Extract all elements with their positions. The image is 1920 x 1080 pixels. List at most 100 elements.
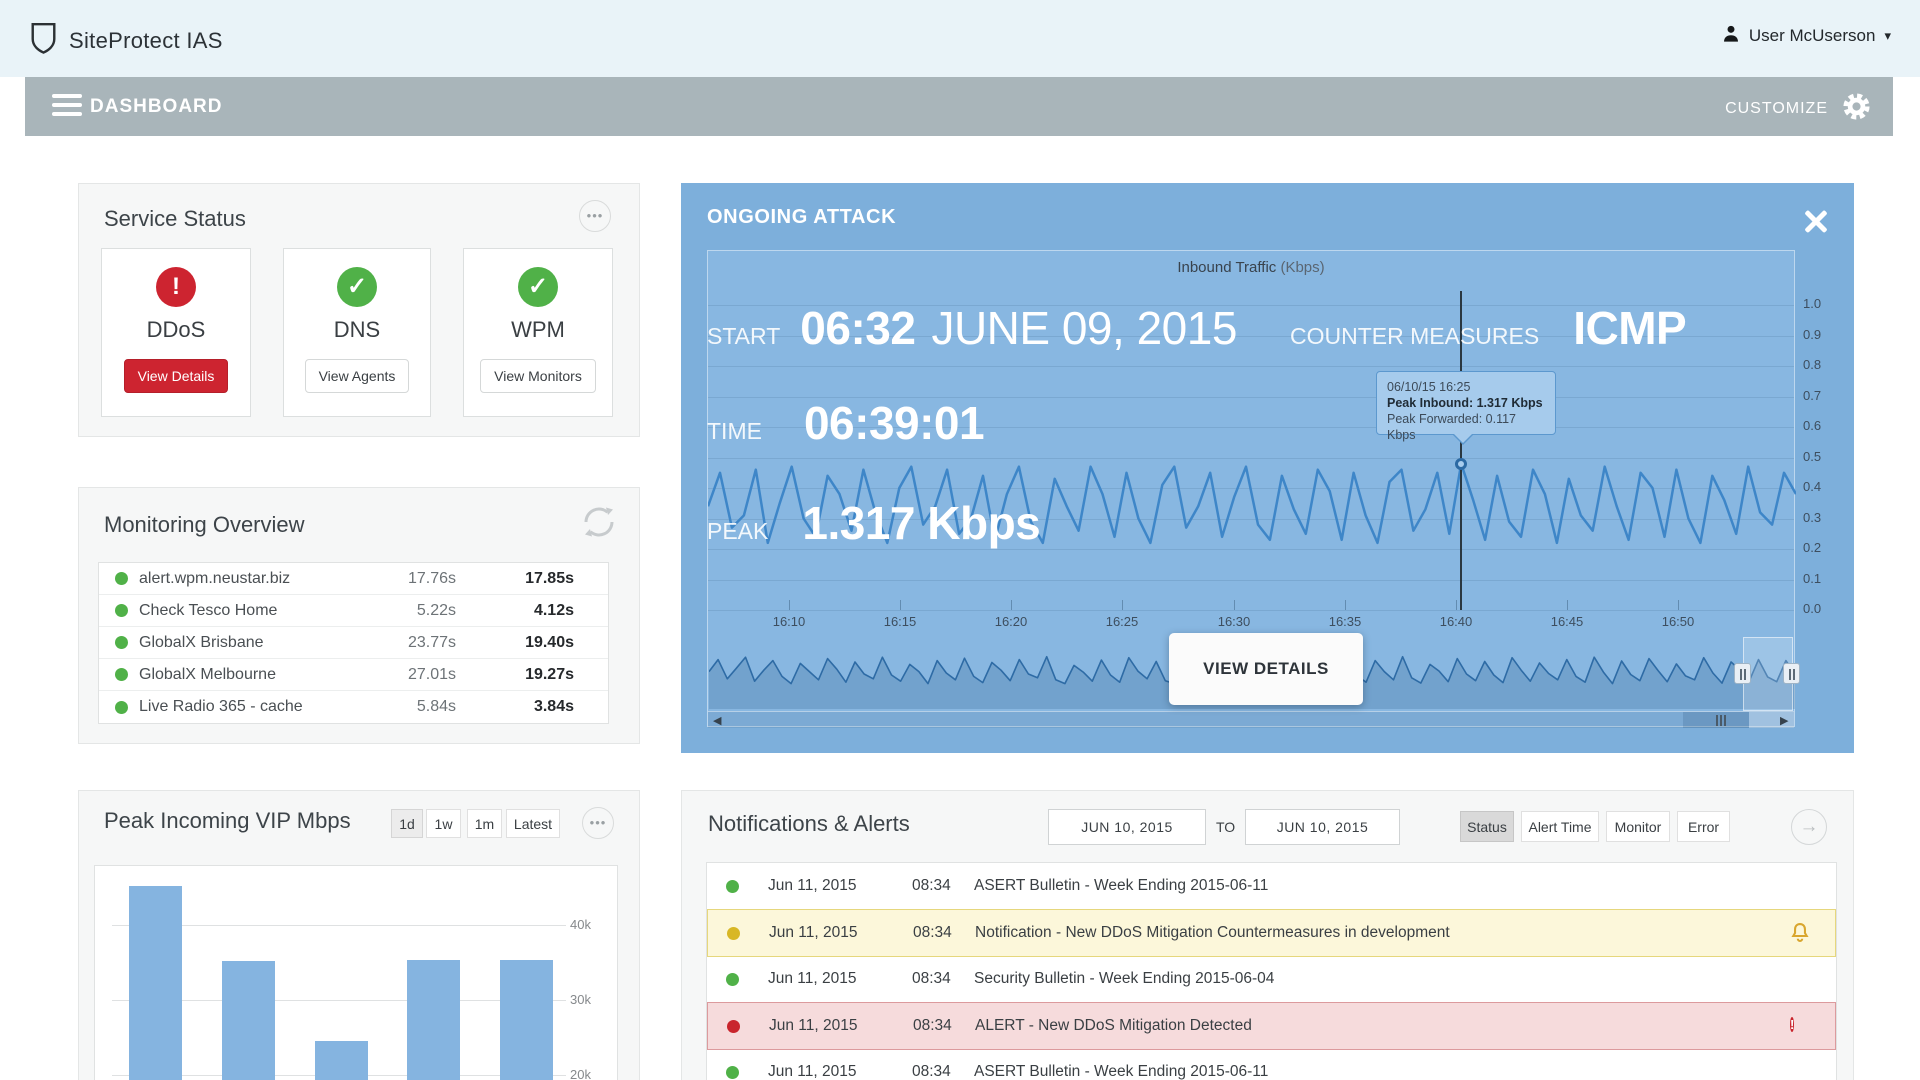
gridline — [708, 519, 1794, 520]
x-axis-label: 16:10 — [772, 614, 806, 629]
scrollbar-grip[interactable] — [1715, 715, 1729, 726]
notification-message: Notification - New DDoS Mitigation Count… — [975, 924, 1450, 941]
range-1w-button[interactable]: 1w — [426, 809, 461, 838]
monitor-name: GlobalX Brisbane — [139, 633, 264, 651]
view-details-button[interactable]: View Details — [123, 359, 229, 393]
table-row[interactable]: alert.wpm.neustar.biz 17.76s 17.85s — [99, 563, 608, 595]
y-axis-label: 40k — [570, 917, 591, 932]
panel-title: Peak Incoming VIP Mbps — [104, 808, 351, 833]
monitor-value-1: 5.22s — [416, 601, 456, 619]
filter-status-button[interactable]: Status — [1460, 811, 1514, 842]
customize-button[interactable]: CUSTOMIZE — [1725, 91, 1872, 127]
x-axis-label: 16:20 — [994, 614, 1028, 629]
y-axis-label: 30k — [570, 992, 591, 1007]
gridline — [708, 610, 1794, 611]
notification-row[interactable]: Jun 11, 2015 08:34 ASERT Bulletin - Week… — [707, 863, 1836, 910]
monitor-value-1: 23.77s — [407, 633, 456, 651]
vip-bar-chart: 40k 30k 20k — [94, 865, 618, 1080]
x-axis-label: 16:25 — [1105, 614, 1139, 629]
gridline — [708, 336, 1794, 337]
chart-scrollbar[interactable]: ◀ ▶ — [708, 711, 1794, 728]
gear-icon — [1841, 91, 1872, 127]
table-row[interactable]: Live Radio 365 - cache 5.84s 3.84s — [99, 691, 608, 723]
menu-icon[interactable] — [52, 94, 82, 119]
notification-row[interactable]: Jun 11, 2015 08:34 Notification - New DD… — [707, 909, 1836, 957]
service-status-panel: Service Status ••• ! DDoS View Details ✓… — [78, 183, 640, 437]
start-label: START — [707, 323, 781, 349]
panel-options-button[interactable]: ••• — [582, 807, 614, 839]
view-agents-button[interactable]: View Agents — [304, 359, 410, 393]
filter-alert-time-button[interactable]: Alert Time — [1521, 811, 1599, 842]
view-details-button[interactable]: VIEW DETAILS — [1169, 633, 1363, 705]
ok-dot-icon — [115, 668, 128, 681]
monitor-name: Check Tesco Home — [139, 601, 278, 619]
scrollbar-selection[interactable] — [1749, 712, 1794, 728]
notifications-list: Jun 11, 2015 08:34 ASERT Bulletin - Week… — [706, 862, 1837, 1080]
table-row[interactable]: Check Tesco Home 5.22s 4.12s — [99, 595, 608, 627]
tick-mark — [1122, 600, 1123, 610]
monitor-value-2: 4.12s — [533, 601, 574, 619]
navigator-handle-left[interactable] — [1734, 663, 1751, 684]
scroll-right-icon[interactable]: ▶ — [1780, 715, 1789, 727]
notification-time: 08:34 — [913, 1017, 952, 1034]
range-latest-button[interactable]: Latest — [506, 809, 560, 838]
panel-title: Notifications & Alerts — [708, 811, 910, 836]
service-name: DNS — [333, 317, 381, 342]
notification-date: Jun 11, 2015 — [768, 1063, 857, 1080]
x-axis-label: 16:35 — [1328, 614, 1362, 629]
navigator-handle-right[interactable] — [1783, 663, 1800, 684]
warning-dot-icon — [727, 926, 740, 940]
panel-options-button[interactable]: ••• — [579, 200, 611, 232]
date-to-input[interactable] — [1245, 809, 1400, 845]
counter-measures-row: COUNTER MEASURES ICMP — [1290, 301, 1687, 355]
monitoring-table: alert.wpm.neustar.biz 17.76s 17.85s Chec… — [98, 562, 609, 724]
filter-monitor-button[interactable]: Monitor — [1606, 811, 1670, 842]
close-icon[interactable] — [1800, 205, 1832, 237]
notification-row[interactable]: Jun 11, 2015 08:34 ALERT - New DDoS Miti… — [707, 1002, 1836, 1050]
gridline — [708, 366, 1794, 367]
apply-filter-icon[interactable]: → — [1791, 809, 1827, 845]
service-name: DDoS — [146, 317, 206, 342]
user-menu[interactable]: User McUserson ▾ — [1722, 24, 1891, 48]
monitor-value-1: 17.76s — [407, 569, 456, 587]
table-row[interactable]: GlobalX Melbourne 27.01s 19.27s — [99, 659, 608, 691]
y-axis-label: 0.0 — [1803, 601, 1822, 616]
bar — [222, 961, 275, 1080]
user-name: User McUserson — [1748, 26, 1876, 45]
service-card-dns: ✓ DNS View Agents — [283, 248, 431, 417]
start-time: 06:32 — [800, 302, 916, 354]
start-date: JUNE 09, 2015 — [931, 302, 1237, 354]
panel-title: Monitoring Overview — [104, 512, 305, 537]
date-from-input[interactable] — [1048, 809, 1206, 845]
page-title: DASHBOARD — [90, 96, 223, 117]
y-axis-label: 0.8 — [1803, 357, 1822, 372]
refresh-icon[interactable] — [579, 502, 619, 542]
monitor-value-2: 19.40s — [525, 633, 574, 651]
peak-label: PEAK — [707, 518, 769, 544]
time-label: TIME — [707, 418, 762, 444]
ok-dot-icon — [726, 972, 739, 986]
filter-error-button[interactable]: Error — [1677, 811, 1730, 842]
brand-name: SiteProtect IAS — [69, 28, 223, 53]
range-1m-button[interactable]: 1m — [467, 809, 502, 838]
check-circle-icon: ✓ — [337, 267, 377, 307]
time-value: 06:39:01 — [803, 397, 985, 449]
monitor-name: alert.wpm.neustar.biz — [139, 569, 291, 587]
shield-icon — [30, 22, 57, 60]
alert-dot-icon — [727, 1019, 740, 1033]
y-axis-label: 20k — [570, 1067, 591, 1080]
notification-row[interactable]: Jun 11, 2015 08:34 ASERT Bulletin - Week… — [707, 1049, 1836, 1080]
scroll-left-icon[interactable]: ◀ — [713, 715, 722, 727]
table-row[interactable]: GlobalX Brisbane 23.77s 19.40s — [99, 627, 608, 659]
notification-time: 08:34 — [912, 1063, 951, 1080]
monitor-name: Live Radio 365 - cache — [139, 698, 303, 715]
monitor-value-2: 19.27s — [525, 665, 574, 683]
view-monitors-button[interactable]: View Monitors — [480, 359, 596, 393]
counter-measures-label: COUNTER MEASURES — [1290, 323, 1540, 349]
tick-mark — [1456, 600, 1457, 610]
notification-row[interactable]: Jun 11, 2015 08:34 Security Bulletin - W… — [707, 956, 1836, 1003]
gridline — [708, 549, 1794, 550]
gridline — [708, 458, 1794, 459]
range-1d-button[interactable]: 1d — [391, 809, 423, 838]
y-axis-label: 1.0 — [1803, 296, 1822, 311]
